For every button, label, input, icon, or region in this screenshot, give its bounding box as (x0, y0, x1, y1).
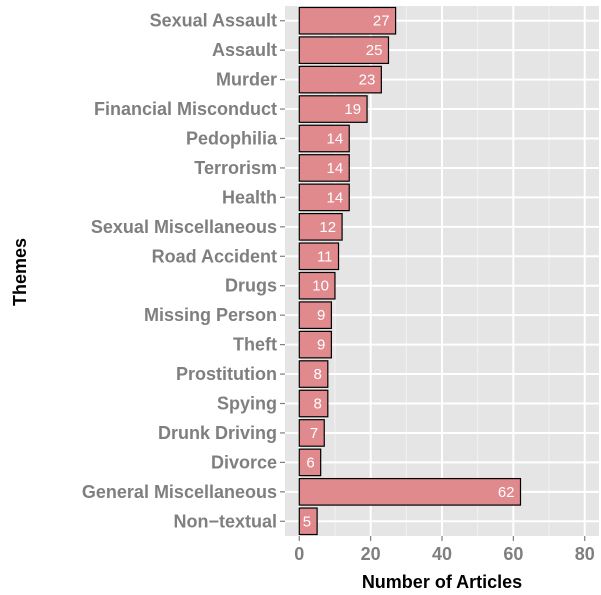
category-label: Pedophilia (186, 129, 278, 149)
bars (298, 6, 522, 536)
category-label: Prostitution (176, 364, 277, 384)
bar-value-label: 27 (373, 13, 390, 30)
category-label: Financial Misconduct (94, 99, 277, 119)
category-label: Road Accident (152, 246, 277, 266)
minor-gridlines (334, 6, 550, 536)
bar-value-label: 10 (312, 278, 329, 295)
bar-value-label: 8 (313, 366, 321, 383)
category-label: Spying (217, 394, 277, 414)
category-label: Drunk Driving (158, 423, 277, 443)
bar-value-label: 14 (327, 160, 344, 177)
category-label: Drugs (225, 276, 277, 296)
bar-value-label: 11 (317, 248, 333, 265)
bar-value-label: 12 (319, 219, 336, 236)
bar (298, 65, 382, 94)
bar (298, 6, 397, 35)
x-tick-label: 40 (432, 544, 452, 564)
x-tick-label: 80 (575, 544, 595, 564)
bar (298, 154, 350, 182)
bar-value-label: 14 (327, 189, 344, 206)
bar (298, 124, 350, 153)
category-label: Assault (212, 40, 277, 60)
bar (298, 448, 322, 477)
x-axis-title: Number of Articles (362, 572, 522, 592)
bar-value-label: 62 (498, 484, 515, 501)
bar (298, 183, 350, 212)
category-label: Health (222, 187, 277, 207)
bar (298, 477, 522, 506)
category-label: Missing Person (144, 305, 277, 325)
category-label: Non−textual (173, 511, 277, 531)
bar-value-label: 6 (306, 454, 314, 471)
major-gridlines (285, 6, 599, 536)
x-tick-label: 0 (294, 544, 304, 564)
bar (298, 360, 329, 388)
bar-value-label: 25 (366, 42, 383, 59)
bar (298, 330, 332, 359)
bar-value-label: 9 (317, 307, 325, 324)
bar (298, 95, 368, 123)
bar-value-label: 19 (344, 101, 361, 118)
category-axis: Sexual Assault Assault Murder Financial Mis… (82, 11, 285, 531)
bar (298, 242, 340, 271)
bar (298, 389, 329, 418)
category-label: Sexual Assault (150, 11, 277, 31)
bar (298, 36, 390, 65)
bar (298, 419, 325, 447)
category-label: Theft (233, 335, 277, 355)
bar-value-label: 23 (359, 72, 376, 89)
bar-value-label: 9 (317, 337, 325, 354)
bar (298, 301, 332, 330)
category-label: Divorce (211, 452, 277, 472)
bar-value-label: 8 (313, 396, 321, 413)
bar-value-label: 5 (303, 513, 311, 530)
bar (298, 507, 318, 536)
bar-value-label: 7 (310, 425, 318, 442)
x-tick-label: 20 (361, 544, 381, 564)
bar (298, 212, 343, 241)
category-label: Murder (216, 70, 277, 90)
y-axis-title: Themes (10, 238, 30, 306)
x-tick-label: 60 (503, 544, 523, 564)
category-label: Terrorism (194, 158, 277, 178)
x-axis: 0 20 40 60 80 (294, 536, 595, 564)
category-label: Sexual Miscellaneous (91, 217, 277, 237)
bar-value-label: 14 (327, 131, 344, 148)
bar (298, 271, 336, 300)
category-label: General Miscellaneous (82, 482, 277, 502)
